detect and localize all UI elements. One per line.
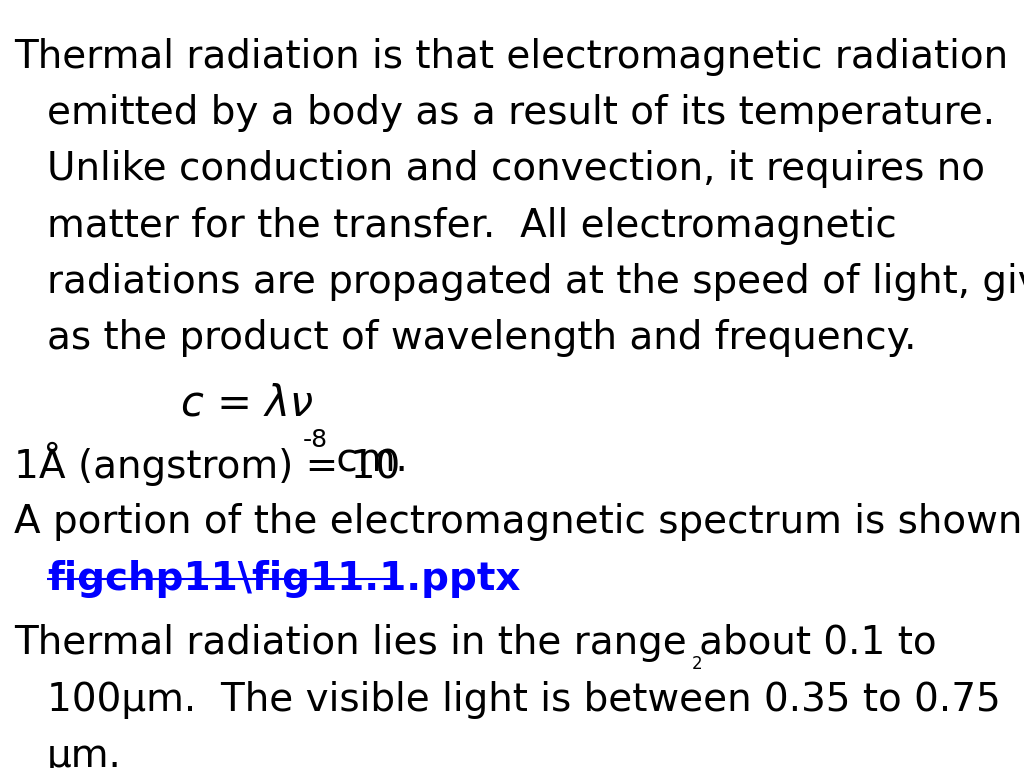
Text: c = λν: c = λν (181, 382, 313, 425)
Text: 100μm.  The visible light is between 0.35 to 0.75: 100μm. The visible light is between 0.35… (47, 680, 1000, 719)
Text: radiations are propagated at the speed of light, given: radiations are propagated at the speed o… (47, 263, 1024, 301)
Text: figchp11\fig11.1.pptx: figchp11\fig11.1.pptx (47, 560, 520, 598)
Text: as the product of wavelength and frequency.: as the product of wavelength and frequen… (47, 319, 916, 357)
Text: Thermal radiation lies in the range about 0.1 to: Thermal radiation lies in the range abou… (14, 624, 937, 663)
Text: emitted by a body as a result of its temperature.: emitted by a body as a result of its tem… (47, 94, 995, 132)
Text: cm.: cm. (325, 442, 409, 479)
Text: 1Å (angstrom) = 10: 1Å (angstrom) = 10 (14, 442, 400, 485)
Text: Unlike conduction and convection, it requires no: Unlike conduction and convection, it req… (47, 151, 985, 188)
Text: A portion of the electromagnetic spectrum is shown in: A portion of the electromagnetic spectru… (14, 503, 1024, 541)
Text: Thermal radiation is that electromagnetic radiation: Thermal radiation is that electromagneti… (14, 38, 1009, 76)
Text: μm.: μm. (47, 737, 122, 768)
Text: -8: -8 (302, 428, 328, 452)
Text: 2: 2 (691, 655, 702, 673)
Text: matter for the transfer.  All electromagnetic: matter for the transfer. All electromagn… (47, 207, 897, 245)
